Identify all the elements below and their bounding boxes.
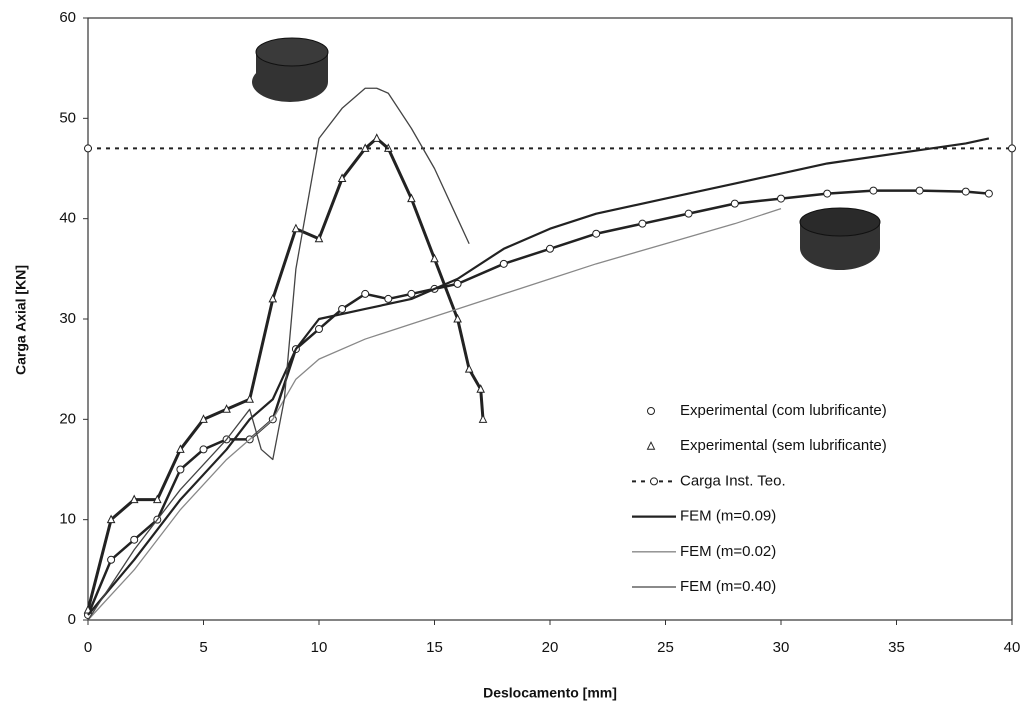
- x-tick-label: 30: [773, 639, 790, 656]
- marker: [1008, 144, 1016, 153]
- marker: [592, 229, 601, 238]
- marker: [638, 219, 647, 228]
- x-tick-label: 40: [1004, 639, 1021, 656]
- legend-marker: [650, 477, 658, 486]
- marker: [245, 394, 255, 403]
- marker: [222, 404, 231, 413]
- x-tick-label: 25: [657, 639, 674, 656]
- legend-marker: [647, 407, 655, 415]
- y-tick-label: 50: [59, 109, 76, 126]
- marker: [777, 194, 785, 203]
- marker: [130, 535, 139, 544]
- marker: [360, 143, 370, 152]
- marker: [961, 187, 970, 196]
- marker: [384, 294, 393, 303]
- marker: [107, 555, 116, 564]
- marker: [407, 289, 416, 298]
- series-line: [87, 87, 470, 621]
- marker: [268, 293, 278, 303]
- x-axis-title: Deslocamento [mm]: [483, 685, 617, 701]
- marker: [106, 514, 116, 524]
- legend-label: Experimental (com lubrificante): [680, 402, 887, 419]
- y-tick-label: 0: [68, 611, 76, 628]
- y-tick-label: 10: [59, 511, 76, 528]
- marker: [337, 173, 347, 183]
- marker: [453, 313, 462, 323]
- marker: [430, 253, 439, 263]
- x-tick-label: 15: [426, 639, 443, 656]
- marker: [361, 289, 370, 298]
- marker: [176, 465, 185, 474]
- marker: [869, 186, 878, 195]
- marker: [476, 384, 486, 393]
- x-tick-label: 10: [311, 639, 328, 656]
- plot-frame: [87, 17, 1013, 621]
- x-tick-label: 0: [84, 639, 92, 656]
- specimen-icons: [252, 37, 881, 270]
- y-tick-label: 60: [59, 9, 76, 26]
- x-tick-label: 35: [888, 639, 905, 656]
- legend-label: FEM (m=0.02): [680, 543, 776, 560]
- x-tick-label: 5: [199, 639, 207, 656]
- marker: [152, 494, 162, 504]
- series-line: [87, 208, 782, 621]
- marker: [984, 189, 993, 198]
- y-axis-title: Carga Axial [KN]: [13, 265, 29, 375]
- legend-marker: [646, 441, 656, 450]
- marker: [407, 193, 416, 203]
- y-tick-label: 40: [59, 210, 76, 227]
- marker: [453, 279, 462, 288]
- marker: [199, 445, 208, 454]
- marker: [730, 199, 739, 208]
- marker: [546, 244, 554, 253]
- marker: [315, 325, 323, 334]
- y-tick-label: 20: [59, 410, 76, 427]
- marker: [499, 259, 508, 268]
- marker: [464, 364, 474, 373]
- marker: [478, 414, 488, 423]
- marker: [915, 186, 924, 195]
- series-line: [87, 137, 990, 616]
- x-tick-label: 20: [542, 639, 559, 656]
- marker: [338, 304, 347, 313]
- legend-label: FEM (m=0.09): [680, 508, 776, 525]
- marker: [84, 144, 92, 153]
- legend-label: Experimental (sem lubrificante): [680, 437, 887, 454]
- marker: [372, 133, 382, 142]
- legend-label: Carga Inst. Teo.: [680, 472, 786, 489]
- marker: [176, 444, 185, 453]
- marker: [291, 223, 301, 233]
- marker: [823, 189, 832, 198]
- legend-label: FEM (m=0.40): [680, 578, 776, 595]
- marker: [129, 494, 139, 504]
- marker: [314, 233, 324, 243]
- marker: [684, 209, 693, 218]
- marker: [199, 414, 208, 423]
- y-tick-label: 30: [59, 310, 76, 327]
